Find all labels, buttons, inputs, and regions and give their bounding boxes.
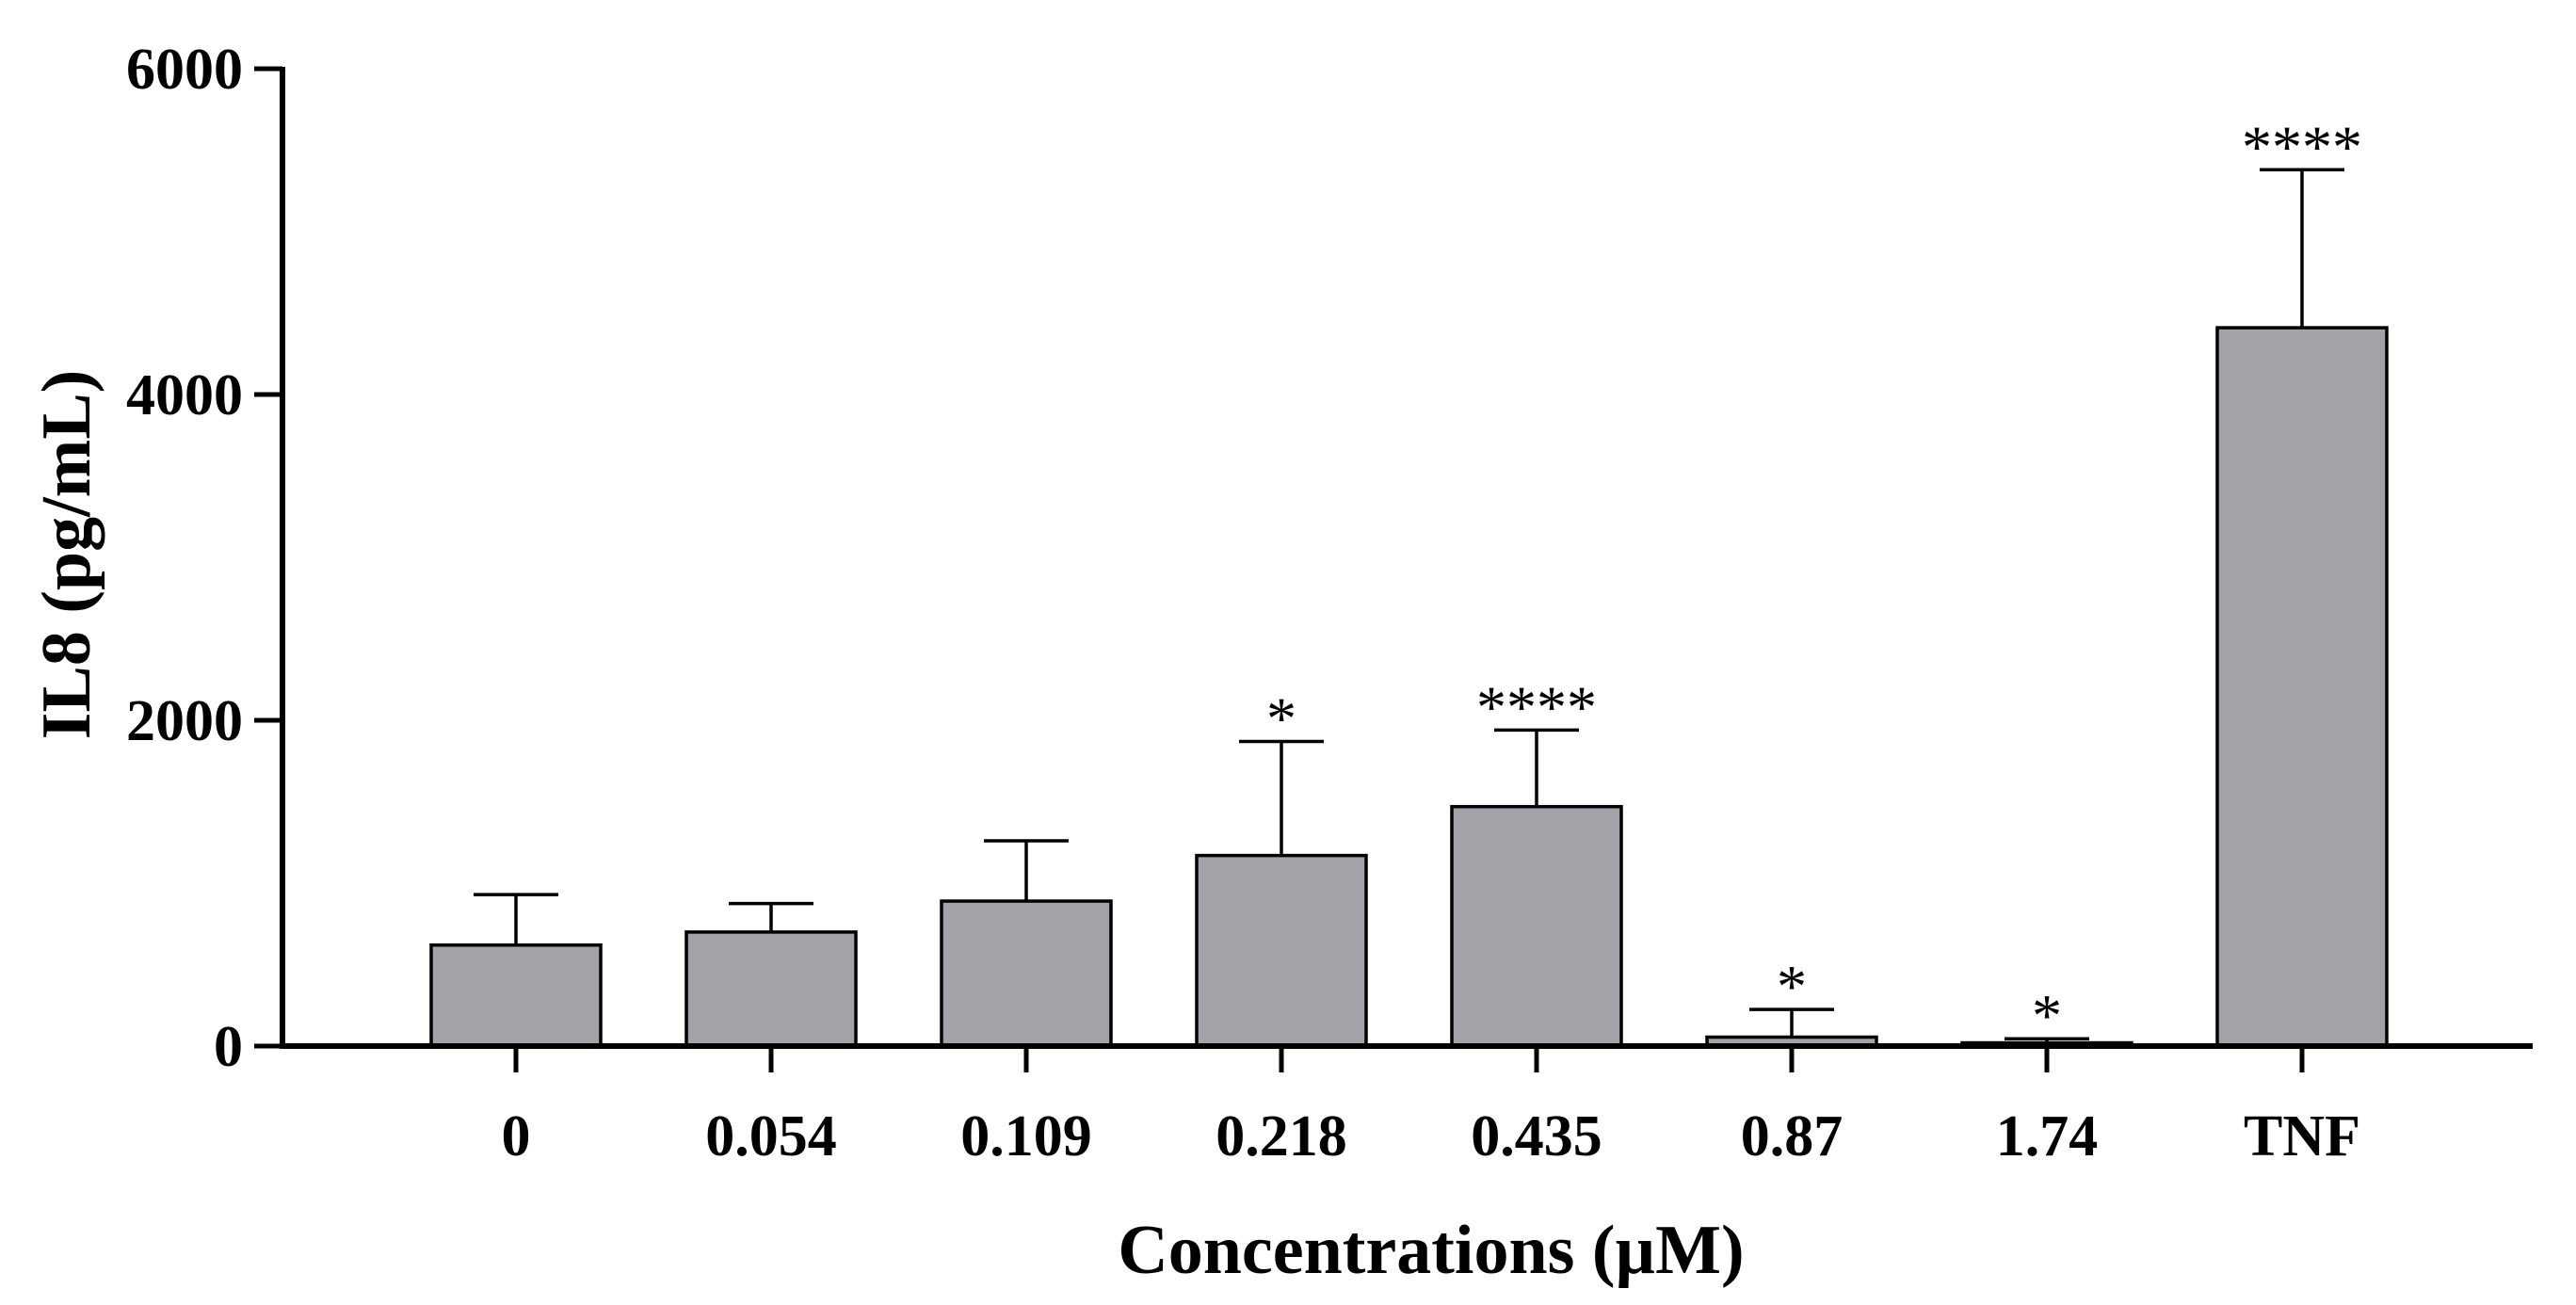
x-tick-label-6: 1.74	[1996, 1104, 2099, 1168]
significance-label-5: *	[1777, 953, 1807, 1020]
bar-2	[940, 899, 1113, 1048]
x-tick-label-4: 0.435	[1471, 1104, 1602, 1168]
significance-label-3: *	[1266, 685, 1296, 751]
x-tick-label-7: TNF	[2244, 1104, 2360, 1168]
y-tick-label-2: 4000	[126, 363, 243, 427]
y-tick-label-0: 0	[214, 1015, 243, 1079]
bar-0	[429, 942, 603, 1048]
y-axis-title: IL8 (pg/mL)	[28, 370, 105, 740]
x-tick-label-0: 0	[502, 1104, 531, 1168]
y-tick-label-3: 6000	[126, 38, 243, 102]
bar-4	[1450, 804, 1623, 1048]
bar-1	[684, 930, 858, 1048]
ticks-layer: 0 0.054 0.109 0.218 0.435 0.87 1.74 TNF 0 2000 400…	[126, 38, 2360, 1168]
x-tick-label-5: 0.87	[1741, 1104, 1843, 1168]
bar-7	[2215, 326, 2389, 1048]
x-tick-label-1: 0.054	[705, 1104, 837, 1168]
bar-3	[1195, 853, 1368, 1048]
error-bars-layer	[474, 168, 2344, 1043]
significance-label-7: ****	[2242, 113, 2362, 180]
significance-layer: * ***** *****	[1266, 113, 2362, 1049]
x-tick-label-2: 0.109	[960, 1104, 1092, 1168]
x-tick-label-3: 0.218	[1216, 1104, 1347, 1168]
bars-layer	[429, 326, 2389, 1048]
significance-label-6: *	[2032, 982, 2062, 1049]
y-tick-label-1: 2000	[126, 689, 243, 753]
x-axis-title: Concentrations (µM)	[1118, 1212, 1744, 1289]
axes-layer	[280, 67, 2533, 1049]
significance-label-4: ****	[1476, 673, 1597, 740]
